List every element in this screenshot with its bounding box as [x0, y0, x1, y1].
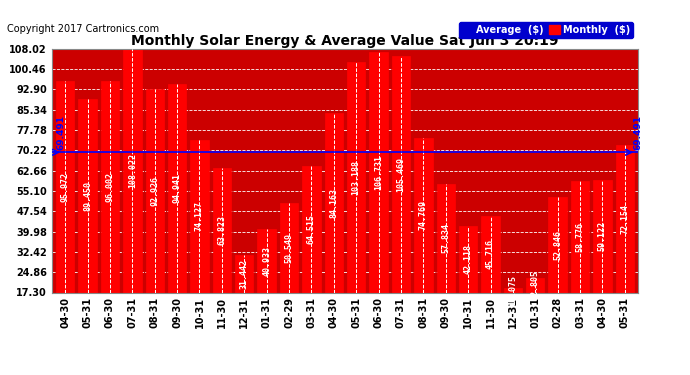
Text: 64.515: 64.515	[307, 214, 316, 244]
Text: 50.549: 50.549	[284, 233, 293, 263]
Bar	[280, 203, 298, 292]
Text: 69.491: 69.491	[56, 115, 66, 150]
Bar	[324, 113, 343, 292]
Text: 89.450: 89.450	[83, 181, 92, 211]
Bar	[101, 81, 119, 292]
Bar	[168, 84, 186, 292]
Text: 19.075: 19.075	[509, 275, 518, 305]
Text: 74.127: 74.127	[195, 201, 204, 231]
Text: 40.933: 40.933	[262, 246, 271, 276]
Bar	[257, 229, 276, 292]
Bar	[504, 288, 522, 292]
Legend: Average  ($), Monthly  ($): Average ($), Monthly ($)	[459, 22, 633, 38]
Text: 42.118: 42.118	[464, 244, 473, 274]
Bar	[56, 81, 75, 292]
Title: Monthly Solar Energy & Average Value Sat Jun 3 20:19: Monthly Solar Energy & Average Value Sat…	[131, 34, 559, 48]
Bar	[437, 184, 455, 292]
Bar	[123, 49, 141, 292]
Bar	[146, 89, 164, 292]
Bar	[347, 62, 366, 292]
Bar	[593, 180, 611, 292]
Bar	[615, 145, 634, 292]
Bar	[79, 99, 97, 292]
Text: 72.154: 72.154	[620, 204, 629, 234]
Text: 84.163: 84.163	[329, 188, 338, 218]
Text: 108.022: 108.022	[128, 153, 137, 188]
Bar	[392, 56, 410, 292]
Text: Copyright 2017 Cartronics.com: Copyright 2017 Cartronics.com	[7, 24, 159, 34]
Text: 106.731: 106.731	[374, 155, 383, 190]
Bar	[213, 168, 231, 292]
Bar	[302, 166, 321, 292]
Bar	[482, 216, 500, 292]
Text: 96.002: 96.002	[106, 172, 115, 202]
Text: 58.776: 58.776	[575, 222, 584, 252]
Bar	[549, 197, 567, 292]
Bar	[190, 140, 208, 292]
Text: 74.769: 74.769	[419, 200, 428, 230]
Text: 59.122: 59.122	[598, 221, 607, 251]
Text: 52.846: 52.846	[553, 230, 562, 260]
Bar	[414, 138, 433, 292]
Text: 45.716: 45.716	[486, 239, 495, 269]
Text: 94.941: 94.941	[172, 173, 181, 203]
Bar	[571, 181, 589, 292]
Bar	[526, 278, 544, 292]
Text: 69.491: 69.491	[634, 115, 643, 150]
Text: 92.926: 92.926	[150, 176, 159, 206]
Bar	[235, 255, 253, 292]
Text: 95.972: 95.972	[61, 172, 70, 202]
Text: 63.823: 63.823	[217, 215, 226, 245]
Text: 22.805: 22.805	[531, 270, 540, 300]
Text: 105.469: 105.469	[397, 156, 406, 192]
Text: 57.834: 57.834	[441, 223, 451, 253]
Bar	[459, 226, 477, 292]
Text: 103.188: 103.188	[352, 160, 361, 195]
Bar	[369, 52, 388, 292]
Text: 31.442: 31.442	[239, 258, 249, 288]
